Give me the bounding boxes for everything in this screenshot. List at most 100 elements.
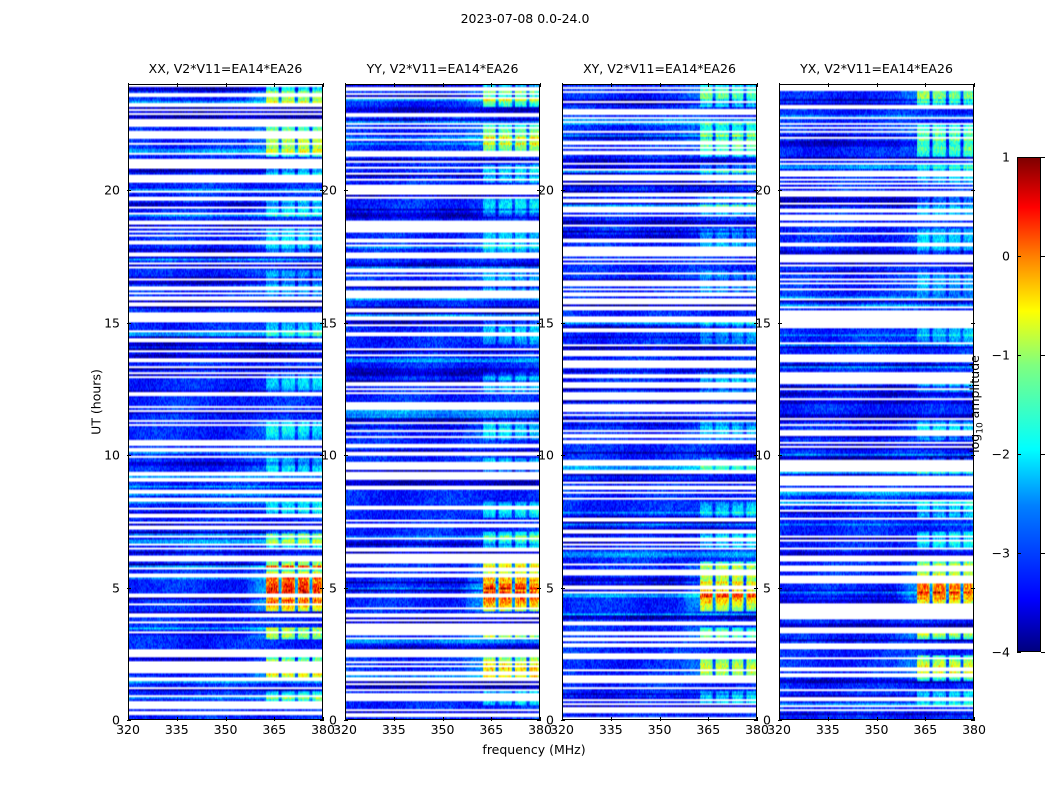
colorbar-title-suffix: amplitude: [966, 355, 982, 423]
x-tick-label: 320: [333, 722, 357, 737]
y-tick: [778, 322, 782, 324]
y-tick: [344, 587, 348, 589]
plot-area-yy[interactable]: [345, 84, 540, 720]
x-tick-top: [827, 83, 829, 87]
y-tick-label: 15: [538, 315, 554, 330]
y-tick-right: [320, 455, 324, 456]
y-tick-label: 5: [329, 580, 337, 595]
y-tick-right: [971, 587, 975, 589]
panel-yy[interactable]: YY, V2*V11=EA14*EA26 320 335 350 365 380 0 5 10 1…: [321, 61, 552, 737]
x-tick: [562, 717, 563, 721]
panel-yx[interactable]: YX, V2*V11=EA14*EA26 320 335 350 365 380 0 5 10 1…: [755, 61, 986, 737]
y-tick-label: 0: [112, 712, 120, 728]
figure-suptitle: 2023-07-08 0.0-24.0: [460, 11, 590, 26]
x-tick-top: [659, 83, 661, 87]
x-tick: [974, 717, 975, 721]
y-tick-label: 20: [321, 182, 337, 198]
y-tick-label: 15: [321, 315, 337, 330]
y-tick: [127, 322, 131, 324]
dynamic-spectrum-yx: [780, 85, 973, 719]
x-tick-top: [323, 83, 324, 87]
x-tick-top: [708, 83, 710, 87]
x-tick-top: [442, 83, 444, 87]
colorbar-tick: [1041, 454, 1045, 455]
y-tick: [127, 455, 131, 456]
x-tick-label: 350: [864, 722, 889, 737]
y-tick: [127, 190, 131, 191]
dynamic-spectrum-xy: [563, 85, 756, 719]
colorbar-title-sub: 10: [975, 422, 986, 434]
y-tick-right: [971, 720, 975, 721]
x-tick: [659, 717, 661, 721]
y-tick-label: 15: [104, 315, 120, 330]
x-tick-label: 380: [311, 722, 335, 737]
y-tick: [561, 720, 565, 721]
panel-title-yy: YY, V2*V11=EA14*EA26: [366, 61, 519, 76]
y-tick: [778, 720, 782, 721]
x-tick-top: [876, 83, 878, 87]
y-tick-right: [971, 190, 975, 191]
plot-area-xy[interactable]: [562, 84, 757, 720]
x-tick-top: [779, 83, 780, 87]
x-tick: [491, 717, 493, 721]
y-tick-right: [537, 587, 541, 589]
plot-area-yx[interactable]: [779, 84, 974, 720]
plot-area-xx[interactable]: [128, 84, 323, 720]
x-tick-label: 380: [528, 722, 552, 737]
x-tick: [442, 717, 444, 721]
y-tick-label: 10: [104, 447, 120, 463]
y-tick-label: 10: [755, 447, 771, 463]
y-tick-label: 0: [329, 712, 337, 728]
colorbar-tick-label: −1: [991, 347, 1010, 363]
y-tick-label: 5: [763, 580, 771, 595]
x-tick: [225, 717, 227, 721]
x-tick-label: 320: [767, 722, 791, 737]
y-tick-label: 0: [546, 712, 554, 728]
panel-xx[interactable]: XX, V2*V11=EA14*EA26 320 335 350 365 380 0 5 10 1…: [104, 61, 335, 737]
colorbar-tick: [1041, 652, 1045, 653]
colorbar-tick: [1041, 355, 1045, 356]
x-tick: [708, 717, 710, 721]
x-tick-label: 380: [962, 722, 986, 737]
y-tick: [561, 322, 565, 324]
y-tick: [778, 455, 782, 456]
x-tick-top: [345, 83, 346, 87]
y-tick: [778, 190, 782, 191]
x-axis-title: frequency (MHz): [482, 742, 586, 757]
x-tick: [128, 717, 129, 721]
x-tick-label: 365: [696, 722, 721, 737]
y-tick: [778, 587, 782, 589]
x-tick-label: 335: [164, 722, 189, 737]
x-tick-label: 335: [815, 722, 840, 737]
x-tick-top: [225, 83, 227, 87]
y-tick-right: [320, 720, 324, 721]
x-tick: [779, 717, 780, 721]
colorbar-tick-label: −4: [991, 644, 1010, 660]
y-tick-label: 20: [755, 182, 771, 198]
x-tick: [827, 717, 829, 721]
y-tick-label: 20: [104, 182, 120, 198]
y-tick-right: [754, 720, 758, 721]
y-tick-right: [537, 455, 541, 456]
colorbar-title-prefix: log: [966, 433, 982, 453]
y-tick: [561, 190, 565, 191]
x-tick-top: [491, 83, 493, 87]
x-tick: [345, 717, 346, 721]
colorbar-tick-label: 0: [1002, 248, 1010, 264]
colorbar-tick: [1041, 157, 1045, 158]
colorbar[interactable]: −4 −3 −2 −1 0 1: [992, 150, 1045, 660]
y-tick: [344, 455, 348, 456]
x-tick-label: 365: [479, 722, 504, 737]
colorbar-tick-inner: [1017, 256, 1021, 257]
x-tick-label: 350: [647, 722, 672, 737]
panel-xy[interactable]: XY, V2*V11=EA14*EA26 320 335 350 365 380 0 5 10 1…: [538, 61, 769, 737]
colorbar-tick-inner: [1017, 553, 1021, 554]
y-tick: [344, 720, 348, 721]
y-tick-right: [971, 455, 975, 456]
x-tick-label: 335: [381, 722, 406, 737]
x-tick-top: [562, 83, 563, 87]
y-tick-right: [754, 587, 758, 589]
x-tick: [610, 717, 612, 721]
y-tick: [561, 455, 565, 456]
x-tick: [393, 717, 395, 721]
